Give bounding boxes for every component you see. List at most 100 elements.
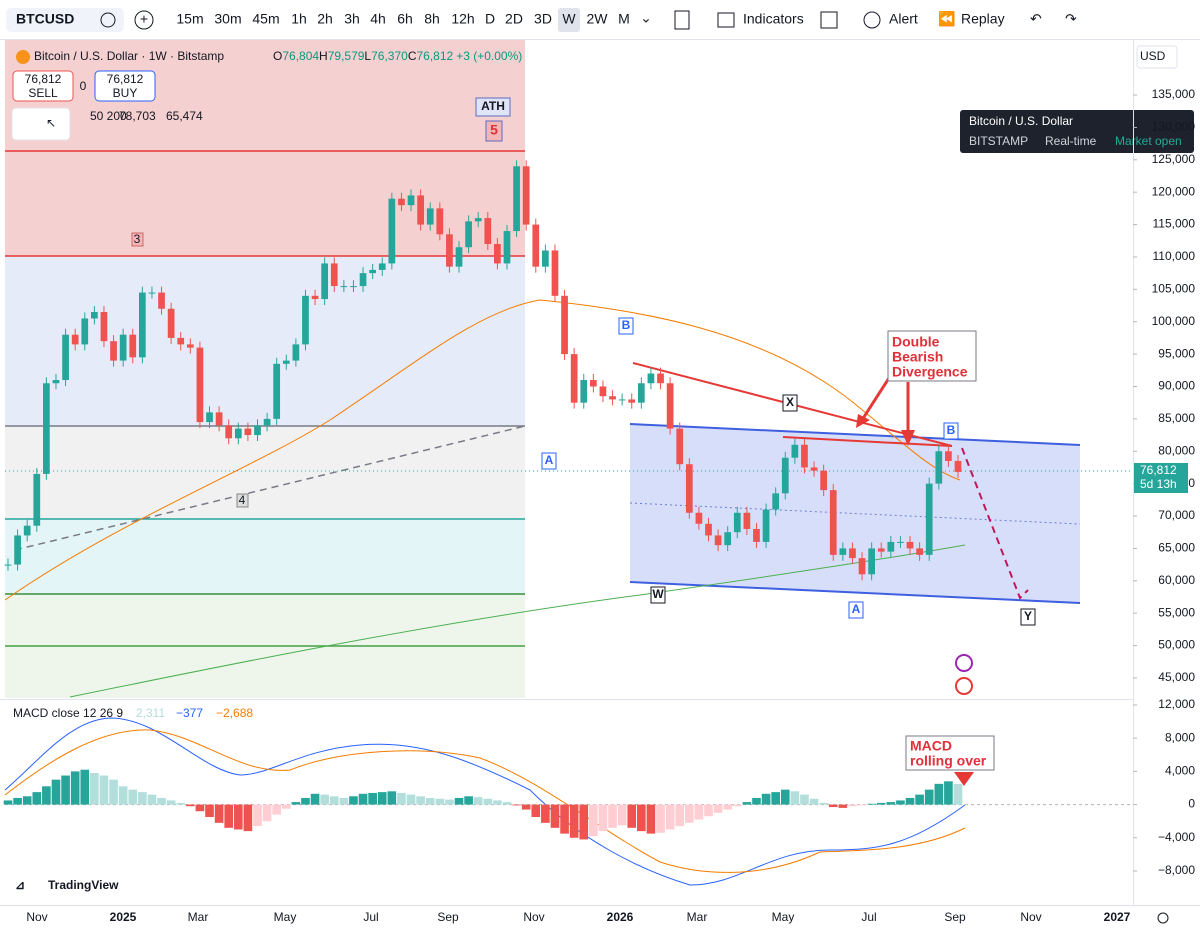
- interval[interactable]: 1h: [291, 11, 307, 27]
- candle: [14, 535, 21, 565]
- x-tick-label: 2027: [1104, 910, 1131, 924]
- interval[interactable]: 15m: [176, 11, 203, 27]
- macd-bar: [425, 797, 435, 805]
- candle: [426, 208, 434, 225]
- candle: [724, 532, 732, 546]
- candle: [186, 344, 194, 348]
- sell-label[interactable]: SELL: [28, 86, 58, 100]
- candle: [100, 312, 108, 342]
- macd-bar: [51, 779, 61, 805]
- channel-mid: [629, 502, 1081, 525]
- cursor-tool[interactable]: [11, 107, 71, 141]
- candle: [551, 250, 559, 296]
- interval[interactable]: 4h: [370, 11, 386, 27]
- interval[interactable]: 2D: [505, 11, 523, 27]
- macd-bar: [32, 792, 42, 805]
- x-tick-label: Nov: [523, 910, 544, 924]
- macd-bar: [848, 804, 857, 807]
- buy-label[interactable]: BUY: [113, 86, 138, 100]
- tooltip-status: Market open: [1115, 134, 1182, 148]
- macd-bar: [310, 793, 320, 805]
- candle: [791, 444, 799, 458]
- ma-legend: 50 200: [90, 109, 127, 123]
- candle: [311, 295, 319, 300]
- alert[interactable]: Alert: [889, 11, 918, 27]
- candle: [570, 354, 578, 403]
- arrow: [860, 377, 891, 421]
- macd-bar: [454, 797, 464, 805]
- candle: [273, 363, 281, 419]
- label-box: [236, 493, 249, 508]
- macd-bar: [790, 791, 800, 805]
- sell-price[interactable]: 76,812: [25, 72, 62, 86]
- candle: [484, 218, 492, 245]
- currency-box[interactable]: [1136, 45, 1178, 69]
- layouts-icon[interactable]: [820, 11, 838, 29]
- label-box: [943, 422, 959, 440]
- interval[interactable]: 8h: [424, 11, 440, 27]
- signal-line: [4, 729, 966, 873]
- interval[interactable]: 45m: [252, 11, 279, 27]
- candle-type-icon[interactable]: [674, 10, 690, 30]
- note-box: [905, 735, 995, 771]
- tooltip-name: Bitcoin / U.S. Dollar: [969, 114, 1073, 128]
- label-box: [485, 120, 503, 142]
- interval[interactable]: 2W: [587, 11, 609, 27]
- y-tick-label: 12,000: [1158, 697, 1195, 711]
- y-tick-label: 120,000: [1152, 184, 1196, 198]
- event-icon[interactable]: [955, 654, 973, 672]
- candle: [302, 295, 309, 345]
- candle: [234, 428, 242, 439]
- macd-bar: [656, 804, 665, 833]
- macd-bar: [358, 793, 368, 805]
- interval[interactable]: 3h: [344, 11, 360, 27]
- candle: [945, 451, 952, 461]
- y-tick-label: 8,000: [1165, 730, 1195, 744]
- indicators[interactable]: Indicators: [743, 11, 804, 27]
- symbol[interactable]: BTCUSD: [16, 11, 74, 27]
- currency[interactable]: USD: [1140, 49, 1166, 63]
- settings[interactable]: [1157, 912, 1169, 924]
- macd-bar: [61, 775, 70, 805]
- interval[interactable]: M: [618, 11, 630, 27]
- interval[interactable]: 3D: [534, 11, 552, 27]
- macd-bar: [560, 804, 569, 834]
- interval[interactable]: 2h: [317, 11, 333, 27]
- undo[interactable]: ↶: [1030, 11, 1042, 27]
- macd-bar: [118, 786, 128, 805]
- toolbar-bg: [0, 0, 1200, 40]
- sell-button[interactable]: [12, 70, 74, 102]
- ohlc-h: H: [319, 49, 328, 63]
- y-tick-label: 80,000: [1158, 443, 1195, 457]
- event-icon[interactable]: [955, 677, 973, 695]
- interval[interactable]: D: [485, 11, 495, 27]
- macd-bar: [138, 792, 147, 805]
- interval[interactable]: 12h: [451, 11, 474, 27]
- candle: [906, 541, 914, 549]
- y-tick-label: −8,000: [1158, 863, 1195, 877]
- symbol-box[interactable]: [6, 8, 124, 32]
- interval[interactable]: W: [562, 11, 576, 27]
- candle: [359, 273, 367, 287]
- replay[interactable]: Replay: [961, 11, 1005, 27]
- alert-icon: [863, 11, 881, 29]
- candle: [129, 334, 137, 358]
- macd-bar: [589, 804, 598, 837]
- buy-button[interactable]: [94, 70, 156, 102]
- ohlc-open: 76,804: [282, 49, 319, 63]
- macd-bar: [637, 804, 646, 832]
- more-intervals: ⌄: [640, 10, 652, 26]
- redo[interactable]: ↷: [1065, 11, 1077, 27]
- candle: [609, 396, 616, 400]
- intervals: 15m 30m 45m 1h 2h 3h 4h 6h 8h 12h D 2D 3D W 2W M ⌄: [176, 8, 652, 32]
- add-compare[interactable]: [134, 10, 154, 30]
- macd-bar: [22, 796, 32, 805]
- interval[interactable]: 30m: [214, 11, 241, 27]
- interval[interactable]: 6h: [397, 11, 413, 27]
- macd-bar: [646, 804, 656, 834]
- candle: [350, 286, 357, 288]
- macd-bar: [243, 804, 253, 832]
- buy-price[interactable]: 76,812: [107, 72, 144, 86]
- countdown: 5d 13h: [1140, 477, 1177, 491]
- x-tick-label: May: [274, 910, 297, 924]
